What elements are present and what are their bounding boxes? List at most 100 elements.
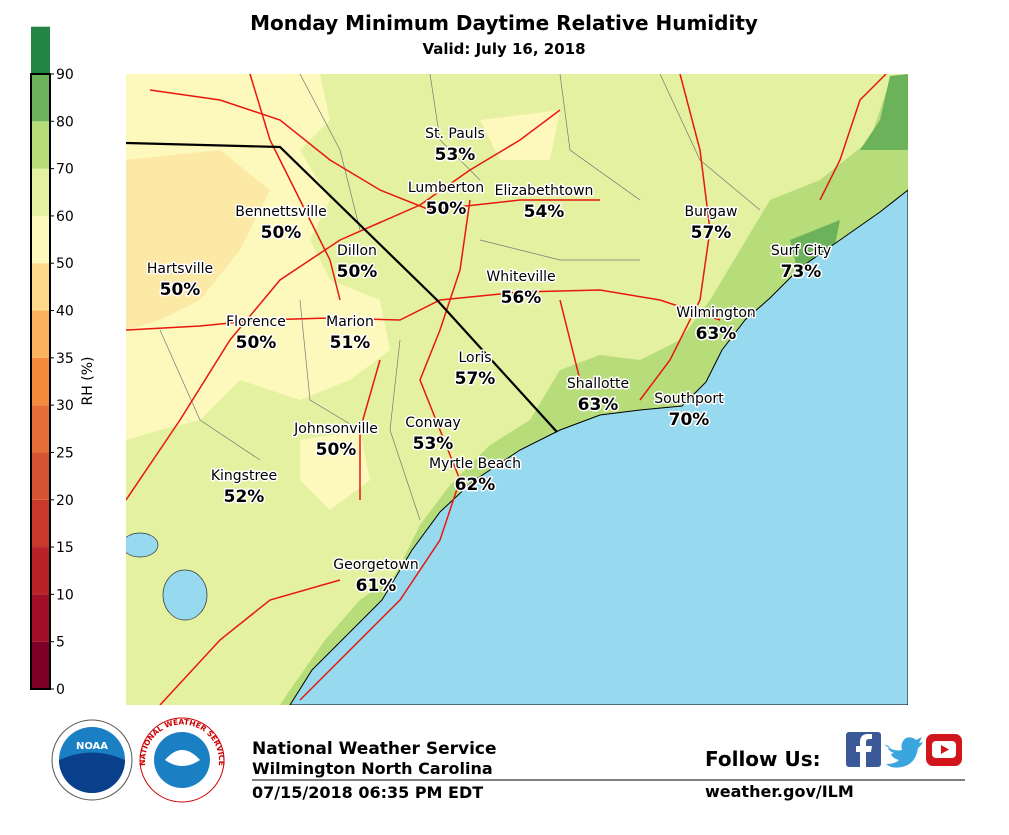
road (639, 74, 887, 401)
city-name: Georgetown (333, 557, 418, 573)
city-name: Marion (326, 314, 374, 330)
city-value: 53% (413, 434, 454, 454)
subtitle: Valid: July 16, 2018 (422, 40, 585, 58)
city-name: Southport (654, 391, 724, 407)
state-line (126, 141, 558, 433)
noaa-logo-wave (59, 752, 125, 793)
youtube-icon[interactable] (926, 734, 962, 766)
road (159, 299, 581, 705)
colorbar-tick-label: 90 (56, 67, 74, 83)
city-value: 56% (501, 288, 542, 308)
colorbar-band (31, 121, 50, 169)
footer: NOAA NATIONAL WEATHER SERVICE National W… (51, 717, 965, 803)
city-name: Hartsville (147, 261, 213, 277)
colorbar-tick-label: 15 (56, 540, 74, 556)
colorbar-tick-label: 30 (56, 398, 74, 414)
city-value: 50% (236, 333, 277, 353)
city-name: Florence (226, 314, 286, 330)
city-value: 57% (455, 369, 496, 389)
road (126, 109, 561, 501)
colorbar-tick-label: 50 (56, 256, 74, 272)
dry-region (126, 150, 270, 330)
colorbar-tick-label: 25 (56, 445, 74, 461)
city-value: 50% (261, 223, 302, 243)
colorbar-tick-label: 20 (56, 493, 74, 509)
county-lines (159, 74, 761, 521)
road (299, 199, 471, 701)
colorbar: 0 5 10 15 20 25 30 35 40 50 60 70 80 90 (30, 26, 74, 698)
facebook-icon[interactable] (846, 732, 881, 767)
colorbar-band (31, 452, 50, 500)
colorbar-tick-label: 60 (56, 209, 74, 225)
location: Wilmington North Carolina (252, 759, 493, 778)
map: St. Pauls 53% Lumberton 50% Elizabethtown 54%… (126, 74, 908, 705)
city-name: Dillon (337, 243, 377, 259)
colorbar-band (31, 547, 50, 595)
city-name: Lumberton (408, 180, 484, 196)
colorbar-band (31, 26, 50, 75)
city-name: Surf City (771, 243, 831, 259)
road (126, 289, 721, 331)
city-value: 57% (691, 223, 732, 243)
city-name: Myrtle Beach (429, 456, 521, 472)
colorbar-tick-label: 0 (56, 682, 65, 698)
colorbar-band (31, 310, 50, 358)
city-name: Burgaw (685, 204, 738, 220)
city-name: St. Pauls (425, 126, 485, 142)
noaa-text: NOAA (76, 741, 108, 752)
colorbar-tick-label: 40 (56, 304, 74, 320)
city-value: 50% (160, 280, 201, 300)
youtube-play[interactable] (941, 745, 949, 754)
facebook-glyph[interactable] (856, 734, 872, 767)
colorbar-band (31, 74, 50, 122)
colorbar-band (31, 641, 50, 689)
wet-coast (790, 74, 908, 280)
city-value: 61% (356, 576, 397, 596)
city-value: 54% (524, 202, 565, 222)
colorbar-tick-label: 35 (56, 351, 74, 367)
office: National Weather Service (252, 739, 497, 759)
road (149, 74, 600, 301)
colorbar-band (31, 168, 50, 216)
title: Monday Minimum Daytime Relative Humidity (250, 11, 758, 35)
twitter-icon[interactable] (885, 737, 923, 768)
colorbar-frame (30, 73, 51, 690)
city-name: Loris (458, 350, 491, 366)
colorbar-band (31, 405, 50, 453)
lake (162, 569, 208, 621)
city-value: 73% (781, 262, 822, 282)
colorbar-tick-label: 10 (56, 587, 74, 603)
url[interactable]: weather.gov/ILM (705, 782, 854, 801)
follow-us: Follow Us: (705, 747, 821, 771)
colorbar-band (31, 594, 50, 642)
colorbar-band (31, 263, 50, 311)
city-name: Wilmington (676, 305, 756, 321)
city-value: 50% (316, 440, 357, 460)
city-name: Johnsonville (293, 421, 378, 437)
colorbar-tick-label: 80 (56, 114, 74, 130)
city-value: 50% (426, 199, 467, 219)
colorbar-band (31, 357, 50, 406)
city-value: 52% (224, 487, 265, 507)
city-labels: St. Pauls 53% Lumberton 50% Elizabethtown 54%… (145, 125, 832, 598)
dry-region (300, 110, 560, 510)
lake (126, 532, 159, 558)
city-name: Elizabethtown (495, 183, 594, 199)
colorbar-tick-label: 70 (56, 162, 74, 178)
city-name: Shallotte (567, 376, 629, 392)
nws-logo-cloud (165, 750, 200, 766)
city-name: Whiteville (486, 269, 555, 285)
city-value: 63% (696, 324, 737, 344)
city-value: 51% (330, 333, 371, 353)
city-name: Conway (405, 415, 461, 431)
city-name: Bennettsville (235, 204, 326, 220)
colorbar-tick-label: 5 (56, 635, 65, 651)
ocean (289, 189, 908, 705)
city-value: 50% (337, 262, 378, 282)
city-value: 63% (578, 395, 619, 415)
city-value: 70% (669, 410, 710, 430)
city-name: Kingstree (211, 468, 277, 484)
colorbar-band (31, 499, 50, 548)
